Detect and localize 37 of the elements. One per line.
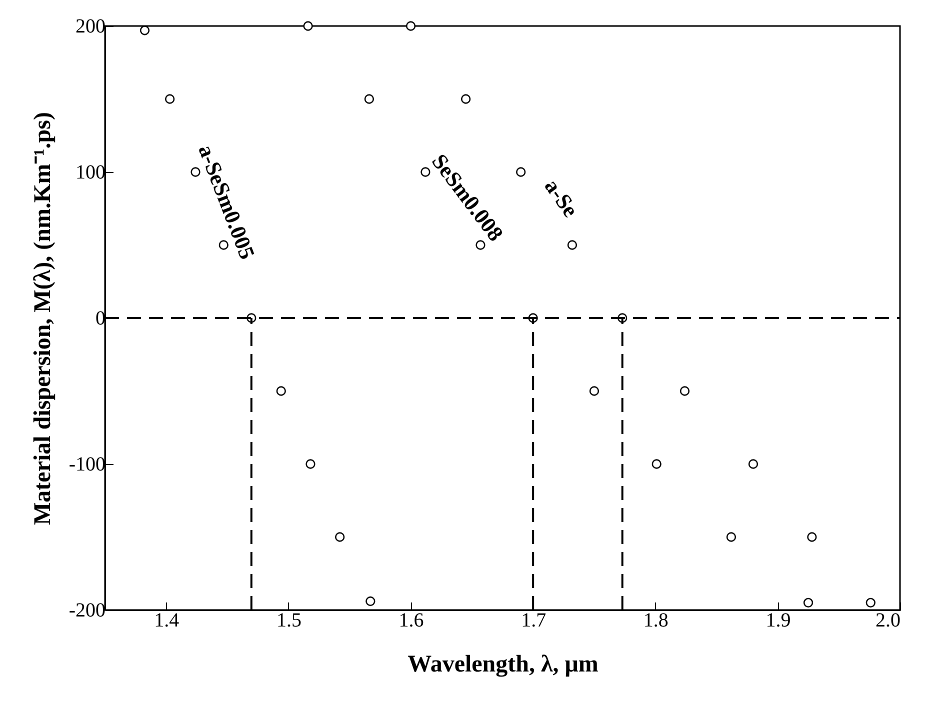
point [866,598,876,608]
x-tick-label: 1.8 [643,610,668,632]
point [406,21,416,31]
x-tick-label: 1.9 [766,610,791,632]
x-tick-label: 2.0 [876,610,900,632]
y-tick-label: -200 [68,600,106,622]
point [807,532,817,542]
point [567,240,578,250]
point [366,596,376,606]
point [420,167,430,177]
point [460,94,471,104]
point [306,459,316,469]
y-axis-title: Material dispersion, M(λ), (nm.Km⁻¹.ps) [30,112,56,525]
point [303,21,313,31]
text: a-Se [540,174,584,222]
point [726,532,736,542]
point [164,94,175,104]
point [335,532,345,542]
x-axis-title: Wavelength, λ, μm [408,652,598,678]
point [516,167,526,177]
x-tick-label: 1.6 [398,610,424,632]
point [364,94,374,104]
point [748,459,758,469]
point [680,386,690,396]
point [803,598,814,608]
point [476,240,486,250]
y-tick-label: 200 [76,16,106,38]
point [276,386,286,396]
x-tick-label: 1.7 [521,610,546,632]
x-tick-label: 1.5 [276,610,302,632]
y-tick-label: 0 [96,308,106,330]
point [589,386,600,396]
x-tick-label: 1.4 [154,610,180,632]
point [652,459,662,469]
y-tick-label: 100 [76,162,106,184]
point [140,26,150,36]
y-tick-label: -100 [68,454,106,476]
